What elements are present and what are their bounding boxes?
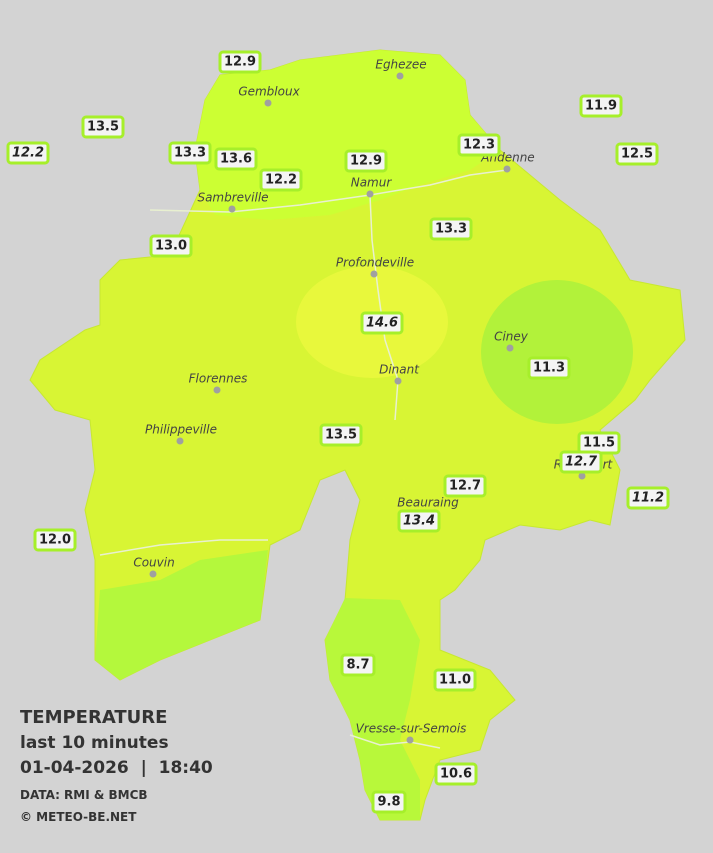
town-dot [213,386,221,394]
station-box [579,94,623,118]
river [99,539,268,556]
station-box [340,653,376,677]
station-temperature: 12.9 [350,154,382,169]
legend-period: last 10 minutes [20,733,169,753]
station-box [319,423,363,447]
legend-credit: © METEO-BE.NET [20,810,137,824]
town-name: Couvin [133,556,174,570]
town-dot [370,270,378,278]
town-dot [394,377,402,385]
town-dot [506,344,514,352]
legend-source: DATA: RMI & BMCB [20,788,148,802]
station-temperature: 12.9 [224,55,256,70]
station-box [6,141,50,165]
station-box [81,115,125,139]
station-box [149,234,193,258]
town-dot [366,190,374,198]
station-temperature: 14.6 [366,316,398,331]
station-box [360,311,404,335]
station-temperature: 12.3 [463,138,495,153]
station-box [527,356,571,380]
river [349,734,441,749]
station-box [429,217,473,241]
town-name: Sambreville [197,191,268,205]
station-temperature: 8.7 [346,658,369,673]
station-temperature: 11.2 [632,491,664,506]
town-name: Eghezee [375,58,426,72]
town-name: Profondeville [336,256,414,270]
town-name: Beauraing [397,496,459,510]
station-box [259,168,303,192]
legend-title: TEMPERATURE [20,707,167,728]
station-box [615,142,659,166]
station-box [559,450,603,474]
station-temperature: 12.7 [449,479,481,494]
station-box [371,790,407,814]
station-temperature: 12.7 [565,455,598,470]
station-temperature: 13.3 [435,222,467,237]
station-temperature: 11.9 [585,99,617,114]
town-dot [264,99,272,107]
station-temperature: 13.5 [325,428,357,443]
station-temperature: 12.5 [621,147,653,162]
station-temperature: 10.6 [440,767,472,782]
station-temperature: 13.5 [87,120,119,135]
station-box [214,147,258,171]
station-box [344,149,388,173]
town-dot [228,205,236,213]
station-temperature: 12.2 [265,173,297,188]
south-west-zone [95,550,268,680]
station-temperature: 11.5 [583,436,615,451]
station-box [626,486,670,510]
station-box [33,528,77,552]
station-temperature: 13.3 [174,146,206,161]
town-name: Dinant [379,363,420,377]
cool-zone [481,280,633,424]
station-box [457,133,501,157]
station-box [218,50,262,74]
station-temperature: 12.0 [39,533,71,548]
town-name: Florennes [189,372,248,386]
town-name: Philippeville [145,423,217,437]
station-temperature: 11.0 [439,673,471,688]
station-temperature: 9.8 [377,795,400,810]
station-temperature: 12.2 [12,146,44,161]
town-dot [578,472,586,480]
legend-datetime: 01-04-2026 | 18:40 [20,758,213,778]
town-dot [176,437,184,445]
town-name: Gembloux [238,85,300,99]
town-name: Vresse-sur-Semois [356,722,467,736]
town-name: Namur [351,176,393,190]
station-temperature: 13.4 [403,514,435,529]
town-dot [149,570,157,578]
town-dot [396,72,404,80]
station-box [443,474,487,498]
station-box [397,509,441,533]
station-box [168,141,212,165]
station-temperature: 13.0 [155,239,187,254]
station-temperature: 11.3 [533,361,565,376]
town-dot [406,736,414,744]
station-box [433,668,477,692]
town-dot [503,165,511,173]
station-temperature: 13.6 [220,152,252,167]
town-name: Ciney [494,330,529,344]
station-box [434,762,478,786]
